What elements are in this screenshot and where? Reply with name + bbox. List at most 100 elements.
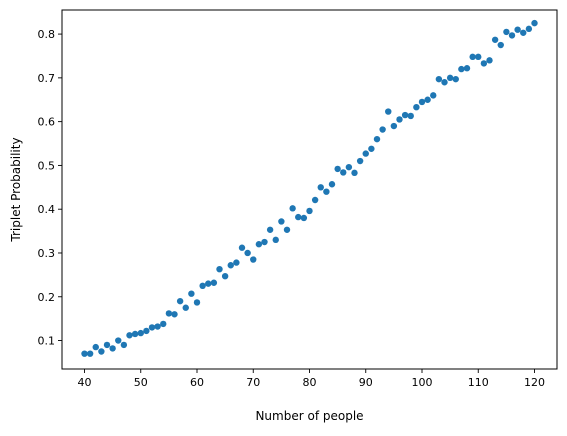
data-point [441,79,448,86]
data-point [452,75,459,83]
data-point [362,150,369,157]
x-tick-label: 110 [468,376,489,389]
data-point [221,272,229,280]
data-point [244,249,251,257]
data-point [199,282,206,290]
data-point [216,265,223,273]
data-point [306,207,313,215]
data-point [137,329,144,337]
data-point [86,350,94,357]
data-point [351,169,358,177]
data-point [92,343,99,351]
data-point [334,165,341,173]
plot-area [62,10,557,369]
data-point [311,196,319,204]
data-point [272,236,279,244]
data-point [373,135,381,143]
x-tick-label: 80 [303,376,317,389]
data-point [368,145,375,152]
data-point [317,184,324,191]
data-point [210,279,218,286]
data-point [463,65,471,72]
data-point [435,75,443,83]
data-point [520,29,527,36]
data-point [176,297,184,305]
x-axis-ticks: 40 50 60 70 80 90 100 110 120 [78,369,545,389]
x-tick-label: 60 [190,376,204,389]
data-point [148,324,156,331]
data-point [171,311,178,318]
data-point [143,327,150,335]
data-point [323,188,330,195]
data-point [480,60,488,67]
data-points [81,19,538,357]
data-point [283,226,291,233]
data-point [430,92,437,99]
y-axis-ticks: 0.1 0.2 0.3 0.4 0.5 0.6 0.7 0.8 [38,28,62,348]
data-point [418,98,426,106]
data-point [446,74,454,82]
data-point [497,41,504,49]
x-axis-label: Number of people [255,409,363,423]
y-tick-label: 0.7 [38,72,56,85]
data-point [300,214,308,222]
data-point [345,163,353,171]
data-point [407,112,414,120]
y-tick-label: 0.2 [38,291,56,304]
data-point [261,238,268,246]
x-tick-label: 50 [134,376,148,389]
data-point [475,53,482,61]
data-point [413,103,420,111]
data-point [525,25,533,33]
data-point [486,57,493,64]
data-point [385,108,392,115]
data-point [115,337,122,344]
data-point [103,341,111,349]
data-point [401,111,409,119]
data-point [227,262,234,269]
data-point [98,348,105,355]
data-point [154,323,161,330]
data-point [396,116,403,123]
x-tick-label: 100 [412,376,433,389]
data-point [233,259,240,266]
data-point [328,181,336,188]
data-point [109,345,116,352]
data-point [250,256,257,263]
data-point [205,280,212,287]
data-point [126,332,133,339]
y-tick-label: 0.1 [38,335,56,348]
data-point [503,28,510,36]
data-point [120,341,128,349]
data-point [514,26,521,33]
data-point [81,350,88,357]
data-point [379,126,386,133]
data-point [289,205,296,212]
y-tick-label: 0.8 [38,28,56,41]
data-point [188,290,195,297]
data-point [255,241,263,248]
y-tick-label: 0.3 [38,247,56,260]
data-point [295,213,302,221]
x-tick-label: 120 [524,376,545,389]
data-point [238,244,246,251]
data-point [458,65,465,73]
x-tick-label: 90 [359,376,373,389]
data-point [165,310,173,317]
data-point [266,226,274,233]
y-tick-label: 0.4 [38,203,56,216]
data-point [469,53,476,61]
data-point [531,19,538,27]
y-axis-label: Triplet Probability [9,137,23,242]
data-point [131,330,139,338]
data-point [508,32,516,39]
data-point [182,304,189,311]
data-point [356,157,364,165]
y-tick-label: 0.6 [38,116,56,129]
data-point [278,218,285,225]
x-tick-label: 70 [246,376,260,389]
data-point [390,122,398,130]
x-tick-label: 40 [78,376,92,389]
